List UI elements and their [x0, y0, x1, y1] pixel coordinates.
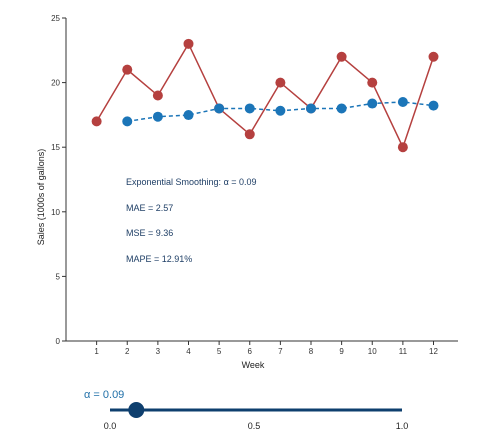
- actual-sales-point: [91, 116, 102, 127]
- forecast-point: [183, 110, 194, 121]
- x-tick-label: 3: [156, 347, 161, 356]
- actual-sales-point: [244, 129, 255, 140]
- forecast-point: [397, 96, 408, 107]
- forecast-point: [214, 103, 225, 114]
- metric-annotation: MSE = 9.36: [126, 228, 173, 238]
- y-tick-label: 0: [56, 337, 61, 346]
- y-tick-label: 10: [51, 208, 60, 217]
- slider-label: α = 0.09: [84, 389, 124, 401]
- metric-annotation: Exponential Smoothing: α = 0.09: [126, 177, 257, 187]
- actual-sales-point: [367, 77, 378, 88]
- actual-sales-point: [397, 142, 408, 153]
- y-tick-label: 15: [51, 143, 60, 152]
- alpha-slider[interactable]: α = 0.09 0.0 0.5 1.0: [84, 389, 408, 431]
- forecast-point: [367, 98, 378, 109]
- slider-handle[interactable]: [128, 402, 145, 418]
- x-tick-label: 10: [368, 347, 377, 356]
- metric-annotation: MAPE = 12.91%: [126, 254, 192, 264]
- series-layer: [91, 38, 439, 153]
- x-axis-label: Week: [242, 360, 265, 370]
- x-tick-label: 2: [125, 347, 130, 356]
- x-tick-label: 12: [429, 347, 438, 356]
- slider-tick-label: 0.0: [104, 421, 117, 431]
- forecast-point: [336, 103, 347, 114]
- metric-annotation: MAE = 2.57: [126, 203, 173, 213]
- forecast-point: [122, 116, 133, 127]
- forecast-point: [306, 103, 316, 114]
- x-tick-label: 9: [339, 347, 344, 356]
- x-tick-label: 8: [309, 347, 314, 356]
- forecast-point: [152, 111, 163, 122]
- x-tick-label: 7: [278, 347, 283, 356]
- actual-sales-line: [95, 42, 435, 150]
- slider-ticks: 0.0 0.5 1.0: [104, 421, 409, 431]
- actual-sales-point: [122, 64, 133, 75]
- forecast-point: [275, 105, 286, 116]
- actual-sales-point: [275, 77, 286, 88]
- forecast-point: [428, 100, 439, 111]
- actual-sales-point: [428, 51, 439, 62]
- x-tick-label: 11: [399, 347, 408, 356]
- annotations: Exponential Smoothing: α = 0.09 MAE = 2.5…: [126, 177, 257, 264]
- actual-sales-point: [152, 90, 163, 101]
- actual-sales-point: [183, 38, 194, 49]
- slider-tick-label: 0.5: [248, 421, 261, 431]
- x-tick-label: 6: [248, 347, 253, 356]
- y-tick-label: 5: [56, 272, 61, 281]
- x-tick-label: 4: [186, 347, 191, 356]
- actual-sales-point: [336, 51, 347, 62]
- y-tick-label: 25: [51, 14, 60, 23]
- y-tick-label: 20: [51, 79, 60, 88]
- x-tick-label: 1: [94, 347, 99, 356]
- x-tick-label: 5: [217, 347, 222, 356]
- y-axis-label: Sales (1000s of gallons): [36, 149, 46, 246]
- slider-tick-label: 1.0: [396, 421, 409, 431]
- forecast-point: [244, 103, 255, 114]
